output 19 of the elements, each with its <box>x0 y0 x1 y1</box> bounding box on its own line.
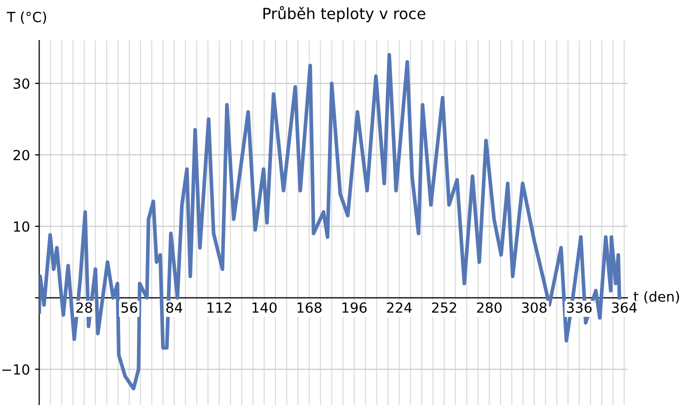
y-tick-label: 30 <box>14 78 30 89</box>
y-tick-label: 20 <box>14 150 30 160</box>
x-tick-label: 28 <box>76 302 92 313</box>
x-tick-label: 112 <box>207 302 232 313</box>
chart-title: Průběh teploty v roce <box>263 6 426 22</box>
x-tick-label: 280 <box>477 302 502 313</box>
x-tick-label: 364 <box>612 302 637 313</box>
x-tick-label: 336 <box>567 302 592 313</box>
x-tick-label: 56 <box>121 302 138 313</box>
x-tick-label: 84 <box>166 302 182 313</box>
y-axis-title: T (°C) <box>6 12 46 24</box>
x-tick-label: 224 <box>386 302 412 313</box>
x-tick-label: 308 <box>522 302 547 313</box>
x-tick-label: 168 <box>298 302 322 313</box>
x-tick-label: 196 <box>342 302 367 313</box>
x-tick-label: 252 <box>432 302 456 313</box>
x-tick-label: 140 <box>252 302 277 313</box>
y-tick-label: 10 <box>14 221 30 232</box>
y-tick-label: −10 <box>2 364 30 375</box>
